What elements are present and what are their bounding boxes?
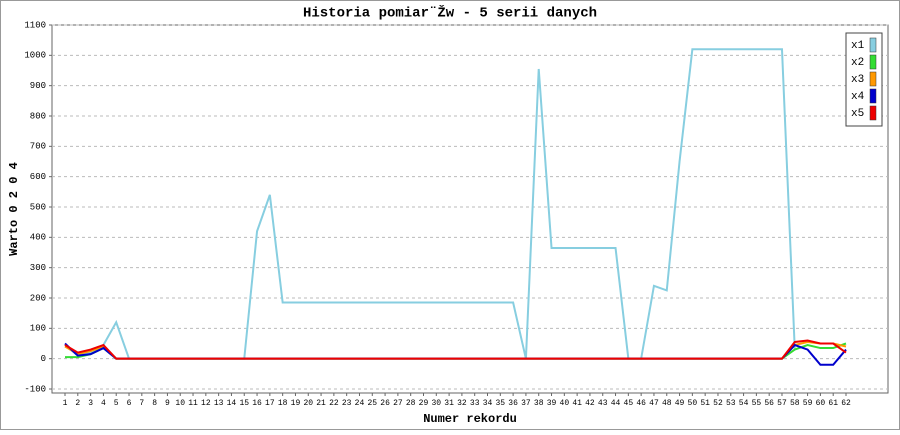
y-tick-label: 300	[30, 263, 46, 273]
x-tick-label: 8	[152, 399, 157, 408]
x-tick-label: 27	[393, 399, 403, 408]
x-tick-label: 16	[252, 399, 262, 408]
y-tick-label: 1100	[24, 20, 46, 30]
x-tick-label: 28	[406, 399, 416, 408]
x-tick-label: 19	[291, 399, 301, 408]
x-tick-label: 30	[431, 399, 441, 408]
x-tick-label: 33	[470, 399, 480, 408]
y-tick-label: 500	[30, 202, 46, 212]
x-tick-label: 52	[713, 399, 723, 408]
x-axis-label: Numer rekordu	[423, 412, 517, 426]
x-tick-label: 35	[496, 399, 506, 408]
y-tick-label: 0	[41, 354, 46, 364]
x-tick-label: 41	[572, 399, 582, 408]
x-tick-label: 61	[828, 399, 838, 408]
y-tick-label: 800	[30, 111, 46, 121]
plot-area	[51, 24, 889, 394]
x-tick-label: 25	[367, 399, 377, 408]
y-tick-label: 400	[30, 233, 46, 243]
legend-swatch	[869, 54, 877, 70]
x-tick-label: 6	[127, 399, 132, 408]
x-tick-label: 56	[764, 399, 774, 408]
x-tick-label: 7	[139, 399, 144, 408]
series-line	[64, 339, 847, 360]
x-tick-label: 48	[662, 399, 672, 408]
x-tick-label: 40	[560, 399, 570, 408]
legend-label: x3	[851, 74, 864, 86]
legend-label: x2	[851, 57, 864, 69]
x-tick-label: 55	[752, 399, 762, 408]
x-tick-label: 44	[611, 399, 621, 408]
x-tick-label: 11	[188, 399, 198, 408]
legend-label: x5	[851, 108, 864, 120]
x-tick-label: 53	[726, 399, 736, 408]
x-tick-label: 2	[75, 399, 80, 408]
legend-swatch	[869, 88, 877, 104]
x-tick-label: 9	[165, 399, 170, 408]
y-tick-label: -100	[24, 384, 46, 394]
x-tick-label: 45	[624, 399, 634, 408]
x-tick-label: 47	[649, 399, 659, 408]
x-tick-label: 1	[63, 399, 68, 408]
x-tick-label: 50	[688, 399, 698, 408]
x-tick-label: 59	[803, 399, 813, 408]
x-tick-label: 10	[175, 399, 185, 408]
x-tick-label: 32	[457, 399, 467, 408]
x-tick-label: 5	[114, 399, 119, 408]
x-tick-label: 46	[636, 399, 646, 408]
y-axis-label: Warto 0 2 0 4	[7, 162, 21, 256]
x-tick-label: 49	[675, 399, 685, 408]
chart-title: Historia pomiar¨Žw - 5 serii danych	[303, 4, 597, 22]
x-tick-label: 57	[777, 399, 787, 408]
x-tick-label: 3	[88, 399, 93, 408]
x-tick-label: 60	[816, 399, 826, 408]
x-tick-label: 38	[534, 399, 544, 408]
y-tick-label: 200	[30, 293, 46, 303]
x-tick-label: 4	[101, 399, 106, 408]
x-tick-label: 31	[444, 399, 454, 408]
x-tick-label: 24	[355, 399, 365, 408]
x-tick-label: 36	[508, 399, 518, 408]
x-tick-label: 26	[380, 399, 390, 408]
y-tick-label: 600	[30, 172, 46, 182]
x-tick-label: 54	[739, 399, 749, 408]
x-tick-label: 29	[419, 399, 429, 408]
y-tick-label: 1000	[24, 51, 46, 61]
x-tick-label: 22	[329, 399, 339, 408]
legend-swatch	[869, 105, 877, 121]
x-tick-label: 21	[316, 399, 326, 408]
x-tick-label: 43	[598, 399, 608, 408]
x-tick-label: 51	[700, 399, 710, 408]
legend-label: x1	[851, 40, 865, 52]
x-tick-label: 20	[303, 399, 313, 408]
x-tick-label: 58	[790, 399, 800, 408]
legend-label: x4	[851, 91, 865, 103]
legend-swatch	[869, 71, 877, 87]
x-tick-label: 34	[483, 399, 493, 408]
y-tick-label: 700	[30, 142, 46, 152]
x-tick-label: 17	[265, 399, 275, 408]
x-tick-label: 14	[227, 399, 237, 408]
y-tick-label: 900	[30, 81, 46, 91]
x-tick-label: 13	[214, 399, 224, 408]
x-tick-label: 15	[239, 399, 249, 408]
x-tick-label: 37	[521, 399, 531, 408]
x-tick-label: 42	[585, 399, 595, 408]
legend-swatch	[869, 37, 877, 53]
y-tick-label: 100	[30, 324, 46, 334]
x-tick-label: 18	[278, 399, 288, 408]
x-tick-label: 62	[841, 399, 851, 408]
x-tick-label: 39	[547, 399, 557, 408]
x-tick-label: 23	[342, 399, 352, 408]
x-tick-label: 12	[201, 399, 211, 408]
